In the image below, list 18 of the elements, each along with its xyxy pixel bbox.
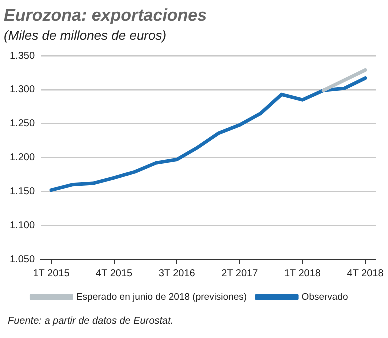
x-tick-label: 2T 2017 <box>222 268 259 280</box>
y-tick-label: 1.100 <box>10 220 36 232</box>
y-tick-label: 1.300 <box>10 84 36 96</box>
y-tick-label: 1.200 <box>10 152 36 164</box>
y-tick-label: 1.150 <box>10 186 36 198</box>
source-note: Fuente: a partir de datos de Eurostat. <box>8 316 174 327</box>
x-tick-label: 4T 2015 <box>96 268 133 280</box>
legend-label: Esperado en junio de 2018 (previsiones) <box>76 292 248 303</box>
y-tick-label: 1.050 <box>10 254 36 266</box>
chart-title: Eurozona: exportaciones <box>4 6 208 25</box>
x-tick-label: 1T 2015 <box>33 268 70 280</box>
chart-subtitle: (Miles de millones de euros) <box>4 28 167 43</box>
y-tick-label: 1.250 <box>10 118 36 130</box>
y-tick-label: 1.350 <box>10 50 36 62</box>
x-tick-label: 4T 2018 <box>347 268 384 280</box>
legend-label: Observado <box>302 292 348 303</box>
x-tick-label: 1T 2018 <box>284 268 322 280</box>
x-tick-label: 3T 2016 <box>158 268 196 280</box>
